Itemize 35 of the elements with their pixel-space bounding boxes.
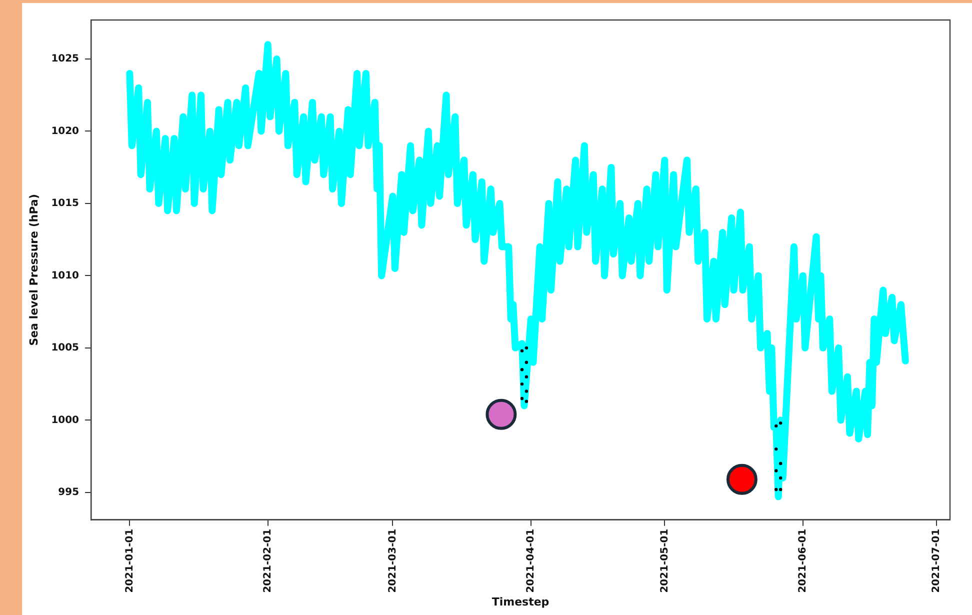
point	[774, 488, 778, 492]
point	[520, 349, 524, 352]
point	[778, 488, 782, 492]
y-tick-label: 1015	[51, 198, 80, 210]
x-tick-label: 2021-05-01	[659, 528, 670, 593]
point	[726, 464, 758, 495]
point	[520, 382, 524, 386]
y-tick-label: 995	[58, 486, 80, 498]
x-tick-label: 2021-01-01	[124, 528, 136, 593]
x-tick-label: 2021-03-01	[387, 528, 398, 593]
point	[524, 346, 528, 350]
y-tick-label: 1025	[51, 54, 80, 65]
point	[778, 421, 782, 425]
point	[774, 424, 778, 428]
point	[524, 375, 528, 378]
point	[486, 398, 517, 430]
y-tick-label: 1010	[51, 270, 80, 282]
point	[524, 360, 528, 364]
point	[520, 396, 524, 400]
x-axis-title: Timestep	[492, 595, 550, 608]
x-tick-label: 2021-02-01	[262, 528, 274, 593]
point	[774, 447, 778, 451]
x-tick-label: 2021-07-01	[931, 528, 942, 593]
y-tick-label: 1020	[51, 126, 80, 137]
point	[520, 368, 524, 372]
y-tick-label: 1000	[51, 414, 80, 426]
x-tick-label: 2021-04-01	[526, 528, 537, 593]
point	[774, 469, 778, 472]
y-tick-label: 1005	[51, 342, 80, 354]
point	[524, 390, 528, 393]
point	[524, 400, 528, 403]
y-axis-title: Sea level Pressure (hPa)	[27, 194, 40, 346]
x-tick-label: 2021-06-01	[797, 528, 808, 593]
point	[778, 462, 782, 466]
point	[778, 476, 782, 480]
